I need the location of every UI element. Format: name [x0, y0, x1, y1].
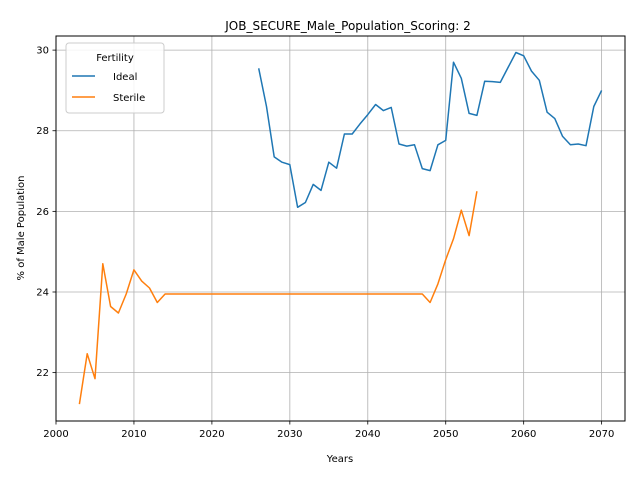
series-lines [78, 51, 603, 405]
x-tick-label: 2020 [199, 429, 224, 440]
legend-label-sterile: Sterile [113, 93, 145, 104]
y-tick-label: 28 [36, 126, 49, 137]
y-axis-label: % of Male Population [16, 176, 27, 281]
x-tick-label: 2000 [43, 429, 68, 440]
x-tick-label: 2060 [511, 429, 536, 440]
legend-box [65, 42, 165, 114]
chart-title: JOB_SECURE_Male_Population_Scoring: 2 [224, 19, 471, 33]
series-line-sterile [78, 191, 478, 405]
plot-frame [55, 35, 626, 422]
y-tick-label: 22 [36, 368, 49, 379]
grid [55, 36, 625, 421]
x-axis-label: Years [326, 454, 353, 465]
x-ticks: 2000 2010 2020 2030 2040 2050 2060 2070 [43, 421, 614, 440]
x-tick-label: 2040 [355, 429, 380, 440]
x-tick-label: 2030 [277, 429, 302, 440]
legend-title: Fertility [96, 53, 134, 64]
y-tick-label: 30 [36, 46, 49, 57]
x-tick-label: 2050 [433, 429, 458, 440]
y-tick-label: 24 [36, 287, 49, 298]
legend-label-ideal: Ideal [113, 72, 137, 83]
series-line-ideal [257, 51, 603, 209]
x-tick-label: 2070 [589, 429, 614, 440]
y-tick-label: 26 [36, 207, 49, 218]
y-ticks: 22 24 26 28 30 [36, 46, 56, 379]
legend: Fertility Ideal Sterile [65, 42, 165, 114]
x-tick-label: 2010 [121, 429, 146, 440]
